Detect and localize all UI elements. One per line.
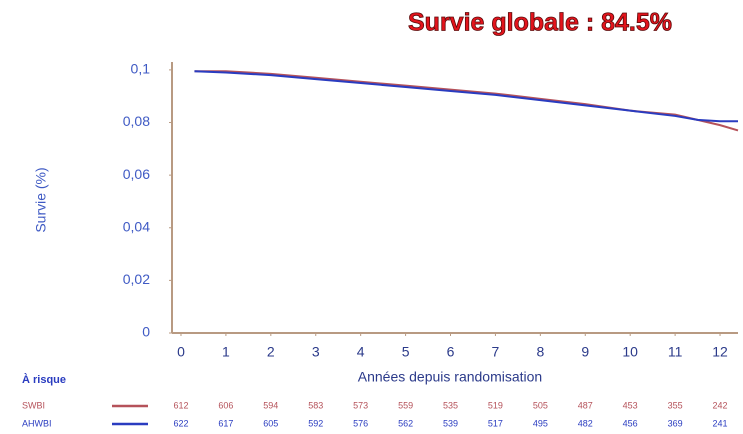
y-tick-label: 0,02	[123, 271, 150, 287]
y-tick-label: 0,06	[123, 166, 150, 182]
risk-value: 573	[353, 400, 368, 410]
risk-value: 487	[578, 400, 593, 410]
chart-title: Survie globale : 84.5%	[408, 9, 672, 37]
risk-value: 583	[308, 400, 323, 410]
series-line	[194, 70, 738, 123]
x-tick-label: 10	[622, 344, 638, 360]
risk-value: 519	[488, 400, 503, 410]
risk-value: 355	[668, 400, 683, 410]
risk-value: 617	[218, 418, 233, 428]
risk-value: 605	[263, 418, 278, 428]
x-tick-label: 2	[267, 344, 275, 360]
risk-value: 622	[173, 418, 188, 428]
x-tick-label: 5	[402, 344, 410, 360]
risk-value: 535	[443, 400, 458, 410]
risk-value: 456	[623, 418, 638, 428]
y-tick-label: 0,1	[131, 61, 151, 77]
x-tick-label: 4	[357, 344, 365, 360]
risk-value: 517	[488, 418, 503, 428]
x-tick-label: 7	[492, 344, 500, 360]
risk-value: 559	[398, 400, 413, 410]
risk-value: 592	[308, 418, 323, 428]
risk-value: 505	[533, 400, 548, 410]
y-tick-label: 0,04	[123, 218, 150, 234]
y-tick-label: 0	[142, 324, 150, 340]
y-tick-label: 0,08	[123, 113, 150, 129]
x-tick-label: 6	[447, 344, 455, 360]
risk-row-name: SWBI	[22, 400, 45, 410]
x-tick-label: 0	[177, 344, 185, 360]
risk-value: 453	[623, 400, 638, 410]
y-axis-label: Survie (%)	[33, 167, 49, 232]
risk-value: 612	[173, 400, 188, 410]
x-tick-label: 12	[712, 344, 728, 360]
x-tick-label: 1	[222, 344, 230, 360]
risk-value: 482	[578, 418, 593, 428]
risk-value: 606	[218, 400, 233, 410]
risk-value: 495	[533, 418, 548, 428]
x-tick-label: 8	[536, 344, 544, 360]
series-line	[194, 70, 739, 132]
x-tick-label: 3	[312, 344, 320, 360]
risk-value: 562	[398, 418, 413, 428]
risk-row-name: AHWBI	[22, 418, 52, 428]
risk-value: 241	[713, 418, 728, 428]
x-tick-label: 9	[581, 344, 589, 360]
risk-value: 576	[353, 418, 368, 428]
risk-title: À risque	[22, 373, 66, 386]
x-axis-label: Années depuis randomisation	[358, 369, 542, 385]
x-tick-label: 11	[668, 344, 683, 360]
risk-value: 242	[713, 400, 728, 410]
risk-value: 369	[668, 418, 683, 428]
risk-value: 594	[263, 400, 278, 410]
risk-value: 539	[443, 418, 458, 428]
